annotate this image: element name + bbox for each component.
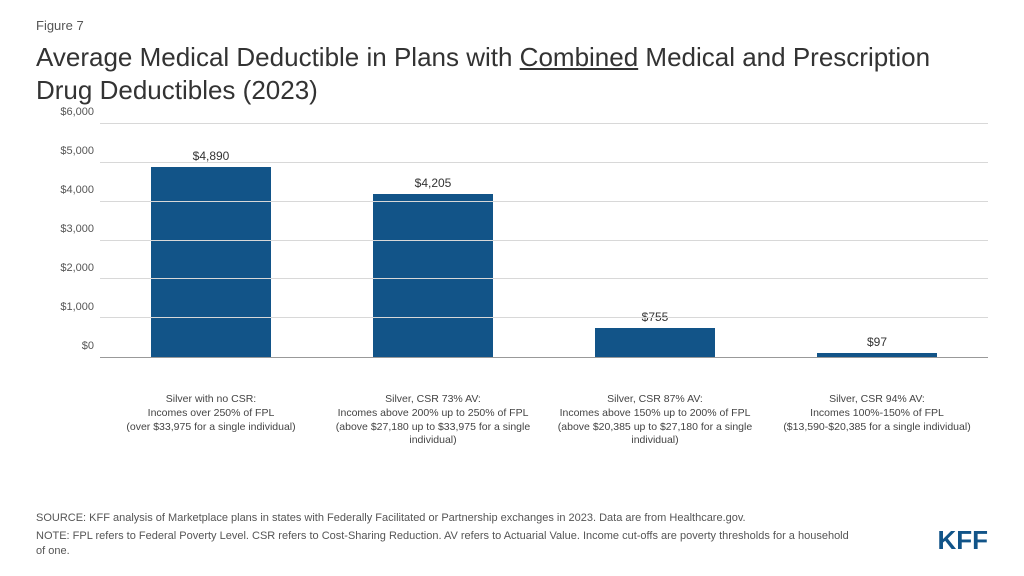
x-axis-label: Silver with no CSR:Incomes over 250% of …: [100, 393, 322, 448]
x-axis-labels: Silver with no CSR:Incomes over 250% of …: [100, 393, 988, 448]
bar: [151, 167, 271, 357]
plot-area: $4,890 $4,205 $755 $97: [100, 124, 988, 358]
y-tick-label: $5,000: [46, 145, 94, 157]
x-axis-label: Silver, CSR 73% AV:Incomes above 200% up…: [322, 393, 544, 448]
y-tick-label: $6,000: [46, 106, 94, 118]
bar-chart: $0$1,000$2,000$3,000$4,000$5,000$6,000 $…: [46, 124, 988, 386]
y-tick-label: $4,000: [46, 184, 94, 196]
bar-slot: $4,205: [322, 124, 544, 357]
kff-logo: KFF: [937, 525, 988, 556]
figure-label: Figure 7: [36, 18, 988, 33]
grid-line: [100, 317, 988, 318]
y-tick-label: $1,000: [46, 301, 94, 313]
bar-value-label: $97: [867, 335, 887, 349]
chart-title: Average Medical Deductible in Plans with…: [36, 41, 988, 106]
bar-slot: $755: [544, 124, 766, 357]
note-text: NOTE: FPL refers to Federal Poverty Leve…: [36, 529, 856, 559]
grid-line: [100, 162, 988, 163]
y-tick-label: $2,000: [46, 262, 94, 274]
bar-slot: $4,890: [100, 124, 322, 357]
grid-line: [100, 278, 988, 279]
title-underlined: Combined: [520, 42, 639, 72]
x-axis-label: Silver, CSR 94% AV:Incomes 100%-150% of …: [766, 393, 988, 448]
x-axis-label: Silver, CSR 87% AV:Incomes above 150% up…: [544, 393, 766, 448]
grid-line: [100, 240, 988, 241]
bars-container: $4,890 $4,205 $755 $97: [100, 124, 988, 357]
bar: [817, 353, 937, 357]
grid-line: [100, 123, 988, 124]
grid-line: [100, 201, 988, 202]
bar: [373, 194, 493, 357]
bar-slot: $97: [766, 124, 988, 357]
y-tick-label: $3,000: [46, 223, 94, 235]
bar-value-label: $4,205: [415, 176, 452, 190]
title-pre: Average Medical Deductible in Plans with: [36, 42, 520, 72]
bar: [595, 328, 715, 357]
y-tick-label: $0: [46, 340, 94, 352]
source-text: SOURCE: KFF analysis of Marketplace plan…: [36, 511, 988, 526]
footer-notes: SOURCE: KFF analysis of Marketplace plan…: [36, 511, 988, 562]
y-axis: $0$1,000$2,000$3,000$4,000$5,000$6,000: [46, 124, 94, 358]
